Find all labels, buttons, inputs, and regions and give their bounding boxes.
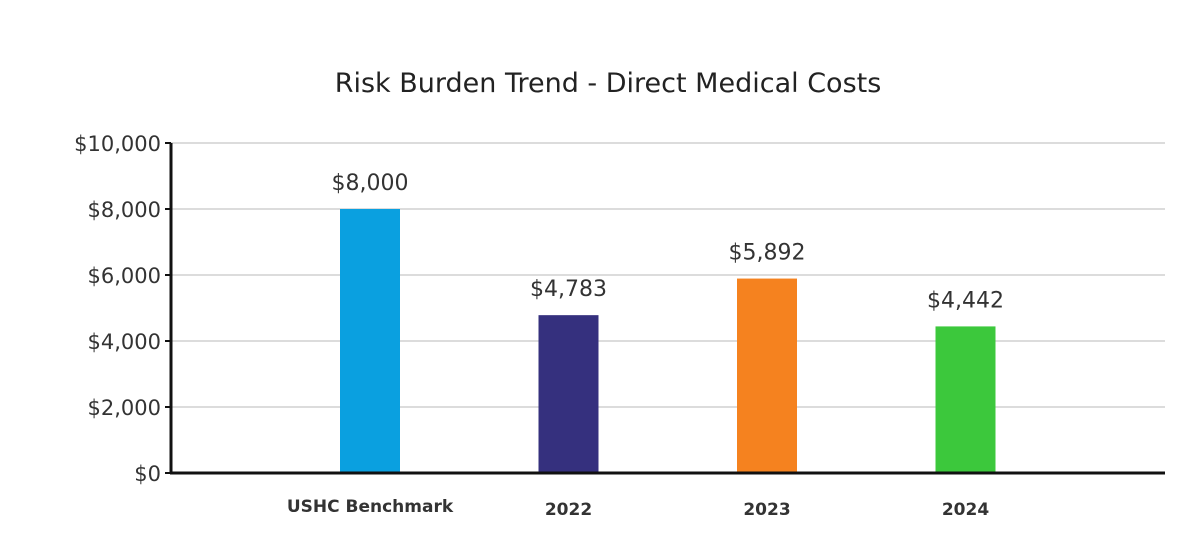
x-tick-label: 2023 xyxy=(743,500,790,520)
y-tick-label: $6,000 xyxy=(88,264,161,288)
bar xyxy=(935,326,996,473)
bar xyxy=(340,209,400,473)
y-tick-label: $4,000 xyxy=(88,330,161,354)
y-tick-label: $0 xyxy=(134,462,161,486)
chart-title: Risk Burden Trend - Direct Medical Costs xyxy=(335,68,882,99)
data-label: $8,000 xyxy=(332,171,409,196)
data-label: $4,442 xyxy=(927,288,1004,313)
x-tick-label: 2024 xyxy=(942,500,989,520)
y-axis-ticks: $0 $2,000 $4,000 $6,000 $8,000 $10,000 xyxy=(74,132,171,486)
data-labels: $8,000 $4,783 $5,892 $4,442 xyxy=(332,171,1004,313)
y-tick-label: $8,000 xyxy=(88,198,161,222)
data-label: $4,783 xyxy=(530,277,607,302)
bar xyxy=(737,278,797,473)
gridlines xyxy=(171,142,1165,408)
bars xyxy=(340,209,996,473)
x-axis-ticks: USHC Benchmark 2022 2023 2024 xyxy=(287,497,989,520)
x-tick-label: USHC Benchmark xyxy=(287,497,454,517)
x-tick-label: 2022 xyxy=(545,500,592,520)
y-tick-label: $2,000 xyxy=(88,396,161,420)
bar xyxy=(538,315,599,473)
data-label: $5,892 xyxy=(729,241,806,266)
y-tick-label: $10,000 xyxy=(74,132,161,156)
